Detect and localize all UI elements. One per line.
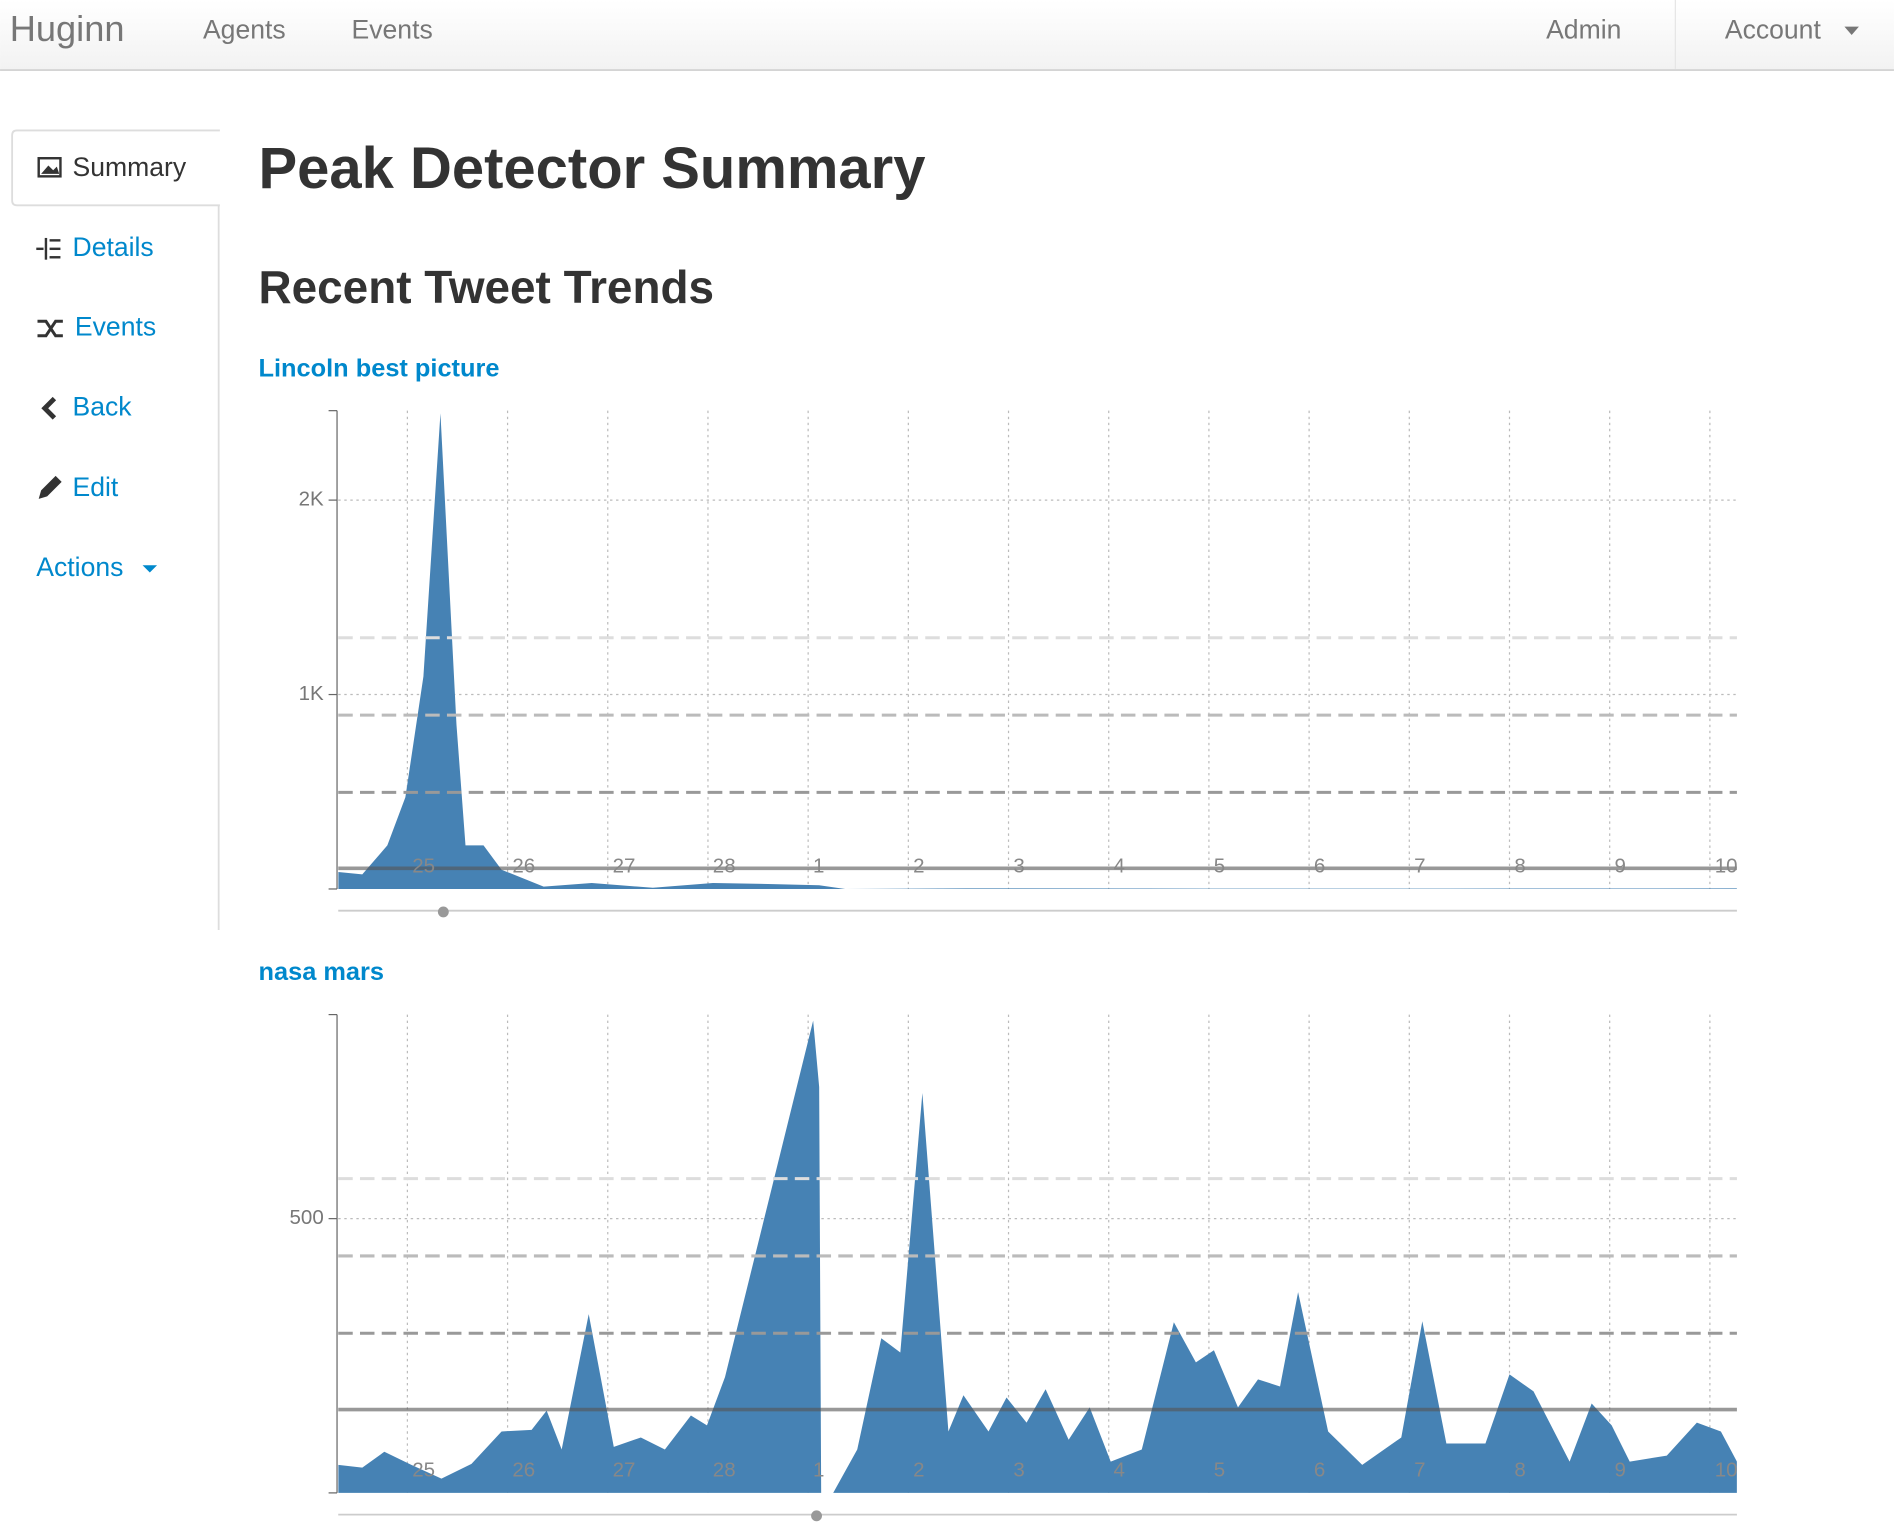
- navbar-bg: [0, 0, 1894, 71]
- x-tick-label: 6: [1314, 855, 1325, 878]
- x-tick-label: 2: [913, 855, 924, 878]
- brand[interactable]: Huginn: [10, 8, 125, 49]
- sidebar: Summary Details Events Back Edit Actions: [11, 129, 220, 931]
- x-tick-label: 26: [512, 855, 535, 878]
- page-title: Peak Detector Summary: [259, 137, 926, 201]
- x-tick-label: 7: [1414, 855, 1425, 878]
- chart: 500 25 26 27 28 1 2 3 4 5 6 7 8 9 10: [290, 1013, 1738, 1516]
- icon-shuffle: [37, 319, 63, 338]
- sidebar-item[interactable]: Back: [73, 391, 133, 421]
- chart: 1K 2K 25 26 27 28 1 2 3 4 5 6 7 8 9 10: [299, 410, 1738, 912]
- icon-picture: [37, 157, 62, 178]
- sidebar-item[interactable]: Summary: [73, 152, 187, 182]
- chart-title: nasa mars: [259, 958, 384, 986]
- x-tick-label: 5: [1214, 855, 1225, 878]
- x-tick-label: 8: [1514, 1459, 1525, 1482]
- caret: [1844, 26, 1859, 36]
- x-tick-label: 9: [1615, 855, 1626, 878]
- x-tick-label: 6: [1314, 1459, 1325, 1482]
- icon-back: [41, 396, 57, 420]
- nav-dropdown[interactable]: Account: [1725, 14, 1822, 44]
- x-tick-label: 1: [813, 855, 824, 878]
- x-tick-label: 5: [1214, 1459, 1225, 1482]
- area: [338, 413, 1737, 889]
- area: [338, 1020, 1737, 1493]
- x-tick-label: 28: [713, 855, 736, 878]
- x-tick-label: 27: [613, 1459, 636, 1482]
- nav-link[interactable]: Events: [352, 14, 433, 44]
- x-tick-label: 28: [713, 1459, 736, 1482]
- slider-handle: [437, 906, 449, 918]
- x-tick-label: 8: [1514, 855, 1525, 878]
- sidebar-item[interactable]: Events: [75, 312, 156, 342]
- caret: [142, 565, 158, 573]
- navbar: Huginn Agents Events Admin Account: [0, 0, 1894, 71]
- sidebar-item[interactable]: Edit: [73, 472, 119, 502]
- sidebar-item[interactable]: Details: [73, 232, 154, 262]
- y-tick-label: 1K: [299, 682, 324, 705]
- x-tick-label: 7: [1414, 1459, 1425, 1482]
- x-tick-label: 3: [1013, 1459, 1024, 1482]
- x-tick-label: 25: [412, 855, 435, 878]
- x-tick-label: 2: [913, 1459, 924, 1482]
- section-title: Recent Tweet Trends: [259, 261, 714, 313]
- chart-title: Lincoln best picture: [259, 354, 500, 382]
- x-tick-label: 27: [613, 855, 636, 878]
- x-tick-label: 3: [1013, 855, 1024, 878]
- nav-link[interactable]: Agents: [203, 14, 286, 44]
- x-tick-label: 4: [1114, 855, 1125, 878]
- x-tick-label: 4: [1114, 1459, 1125, 1482]
- y-tick-label: 2K: [299, 488, 324, 511]
- x-tick-label: 26: [512, 1459, 535, 1482]
- sidebar-dropdown[interactable]: Actions: [36, 552, 123, 582]
- icon-edit: [38, 475, 62, 499]
- slider-handle: [811, 1510, 822, 1522]
- active-tab: [11, 129, 220, 207]
- nav-link[interactable]: Admin: [1546, 14, 1621, 44]
- x-tick-label: 10: [1715, 1459, 1738, 1482]
- x-tick-label: 10: [1715, 855, 1738, 878]
- y-tick-label: 500: [290, 1206, 324, 1229]
- icon-details: [36, 237, 61, 260]
- x-tick-label: 1: [813, 1459, 824, 1482]
- x-tick-label: 9: [1615, 1459, 1626, 1482]
- x-tick-label: 25: [412, 1459, 435, 1482]
